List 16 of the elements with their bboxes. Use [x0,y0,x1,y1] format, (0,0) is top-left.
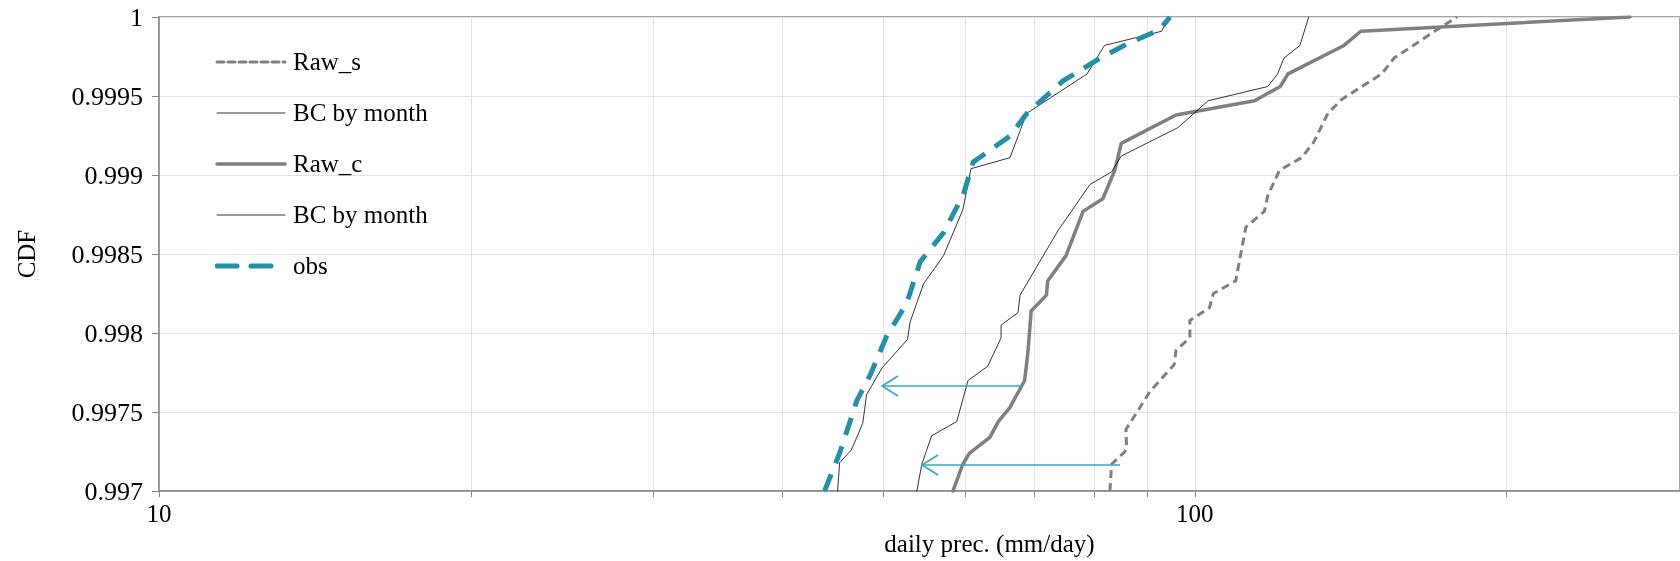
legend-label: BC by month [293,200,428,229]
y-tick-label: 0.997 [84,476,143,506]
y-axis-title: CDF [13,229,40,279]
legend-label: BC by month [293,98,428,127]
y-tick-label: 0.998 [84,318,143,348]
y-tick-label: 0.9995 [71,81,143,111]
x-axis-title: daily prec. (mm/day) [884,530,1095,558]
x-tick-label: 10 [146,500,172,528]
y-tick-label: 0.9985 [71,239,143,269]
y-tick-label: 0.9975 [71,397,143,427]
legend-label: obs [293,251,328,280]
legend-label: Raw_c [293,149,363,178]
x-tick-label: 100 [1176,500,1214,528]
y-tick-label: 1 [130,2,143,32]
legend-label: Raw_s [293,47,362,76]
y-tick-label: 0.999 [84,160,143,190]
